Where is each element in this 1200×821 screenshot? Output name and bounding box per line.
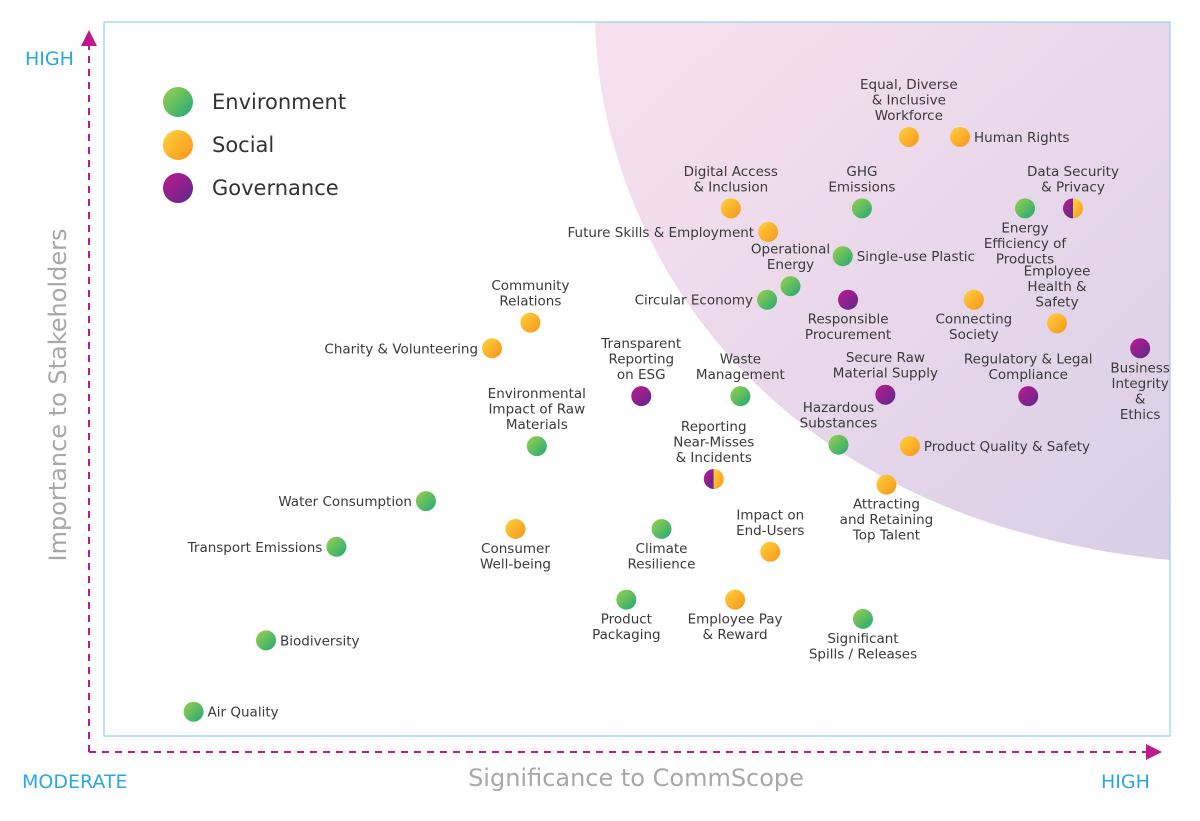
y-axis-title: Importance to Stakeholders (44, 229, 72, 562)
point-product-packaging (616, 589, 637, 610)
legend-governance-label: Governance (212, 176, 339, 200)
point-label-significant-spills-releases: Significant Spills / Releases (809, 631, 917, 663)
point-consumer-well-being (505, 518, 526, 539)
legend-environment-label: Environment (212, 90, 346, 114)
point-data-security-privacy-governance-half (1062, 198, 1073, 219)
point-future-skills-employment (758, 221, 779, 242)
legend-environment-swatch (163, 87, 193, 117)
point-reporting-near-misses-incidents-governance-half (703, 468, 714, 489)
point-label-digital-access-inclusion: Digital Access & Inclusion (684, 164, 778, 196)
x-axis-high-label: HIGH (1101, 771, 1150, 793)
point-climate-resilience (651, 518, 672, 539)
point-employee-health-safety (1047, 313, 1068, 334)
point-label-hazardous-substances: Hazardous Substances (800, 400, 878, 432)
point-attracting-and-retaining-top-talent (876, 474, 897, 495)
high-priority-region (595, 22, 1170, 560)
point-air-quality (183, 701, 204, 722)
y-axis-high-label: HIGH (25, 48, 74, 70)
point-equal-diverse-inclusive-workforce (898, 126, 919, 147)
point-product-quality-safety (899, 436, 920, 457)
point-label-air-quality: Air Quality (208, 705, 279, 721)
x-axis-low-label: MODERATE (22, 771, 128, 793)
point-operational-energy (780, 276, 801, 297)
point-label-employee-pay-reward: Employee Pay & Reward (688, 612, 783, 644)
point-label-connecting-society: Connecting Society (936, 312, 1013, 344)
point-data-security-privacy-social-half (1072, 198, 1083, 219)
point-label-business-integrity-ethics: Business Integrity & Ethics (1110, 360, 1170, 423)
point-reporting-near-misses-incidents-social-half (713, 468, 724, 489)
point-single-use-plastic (832, 246, 853, 267)
point-water-consumption (415, 491, 436, 512)
point-label-environmental-impact-of-raw-materials: Environmental Impact of Raw Materials (488, 386, 586, 433)
point-label-charity-volunteering: Charity & Volunteering (324, 341, 478, 357)
legend-governance-swatch (163, 173, 193, 203)
point-responsible-procurement (838, 289, 859, 310)
legend-social-swatch (163, 130, 193, 160)
plot-frame (103, 21, 1171, 737)
point-business-integrity-ethics (1130, 338, 1151, 359)
point-label-secure-raw-material-supply: Secure Raw Material Supply (833, 350, 938, 382)
point-label-equal-diverse-inclusive-workforce: Equal, Diverse & Inclusive Workforce (860, 77, 958, 124)
point-label-responsible-procurement: Responsible Procurement (805, 312, 891, 344)
point-label-employee-health-safety: Employee Health & Safety (1024, 263, 1091, 310)
point-transport-emissions (326, 536, 347, 557)
point-label-ghg-emissions: GHG Emissions (828, 164, 895, 196)
point-label-water-consumption: Water Consumption (278, 494, 412, 510)
point-label-product-packaging: Product Packaging (592, 612, 661, 644)
point-label-biodiversity: Biodiversity (280, 633, 360, 649)
point-label-data-security-privacy: Data Security & Privacy (1027, 164, 1119, 196)
point-community-relations (520, 312, 541, 333)
point-impact-on-end-users (760, 541, 781, 562)
point-label-operational-energy: Operational Energy (751, 242, 830, 274)
point-label-impact-on-end-users: Impact on End-Users (736, 507, 804, 539)
point-label-climate-resilience: Climate Resilience (628, 541, 696, 573)
point-label-attracting-and-retaining-top-talent: Attracting and Retaining Top Talent (840, 497, 934, 544)
point-label-energy-efficiency-of-products: Energy Efficiency of Products (984, 220, 1068, 267)
point-energy-efficiency-of-products (1015, 198, 1036, 219)
point-charity-volunteering (482, 338, 503, 359)
point-label-human-rights: Human Rights (974, 130, 1070, 146)
point-label-reporting-near-misses-incidents: Reporting Near-Misses & Incidents (673, 419, 754, 466)
point-waste-management (730, 386, 751, 407)
point-transparent-reporting-on-esg (631, 386, 652, 407)
point-label-regulatory-legal-compliance: Regulatory & Legal Compliance (964, 352, 1093, 384)
legend-social-label: Social (212, 133, 274, 157)
point-secure-raw-material-supply (875, 384, 896, 405)
point-environmental-impact-of-raw-materials (526, 436, 547, 457)
point-digital-access-inclusion (720, 198, 741, 219)
point-circular-economy (757, 289, 778, 310)
point-label-waste-management: Waste Management (696, 352, 785, 384)
point-label-single-use-plastic: Single-use Plastic (857, 249, 975, 265)
point-biodiversity (256, 630, 277, 651)
point-employee-pay-reward (725, 589, 746, 610)
point-human-rights (949, 126, 970, 147)
x-axis-title: Significance to CommScope (468, 764, 804, 792)
point-label-community-relations: Community Relations (491, 278, 569, 310)
point-label-product-quality-safety: Product Quality & Safety (924, 439, 1090, 455)
point-regulatory-legal-compliance (1018, 386, 1039, 407)
point-connecting-society (963, 289, 984, 310)
point-label-future-skills-employment: Future Skills & Employment (567, 225, 754, 241)
point-label-transport-emissions: Transport Emissions (187, 540, 323, 556)
point-label-consumer-well-being: Consumer Well-being (480, 541, 551, 573)
point-ghg-emissions (851, 198, 872, 219)
legend: Environment Social Governance (163, 87, 346, 203)
point-significant-spills-releases (852, 608, 873, 629)
point-label-circular-economy: Circular Economy (635, 293, 753, 309)
data-points: Equal, Diverse & Inclusive Workforce Human … (183, 77, 1170, 722)
point-hazardous-substances (828, 434, 849, 455)
point-label-transparent-reporting-on-esg: Transparent Reporting on ESG (600, 336, 681, 383)
